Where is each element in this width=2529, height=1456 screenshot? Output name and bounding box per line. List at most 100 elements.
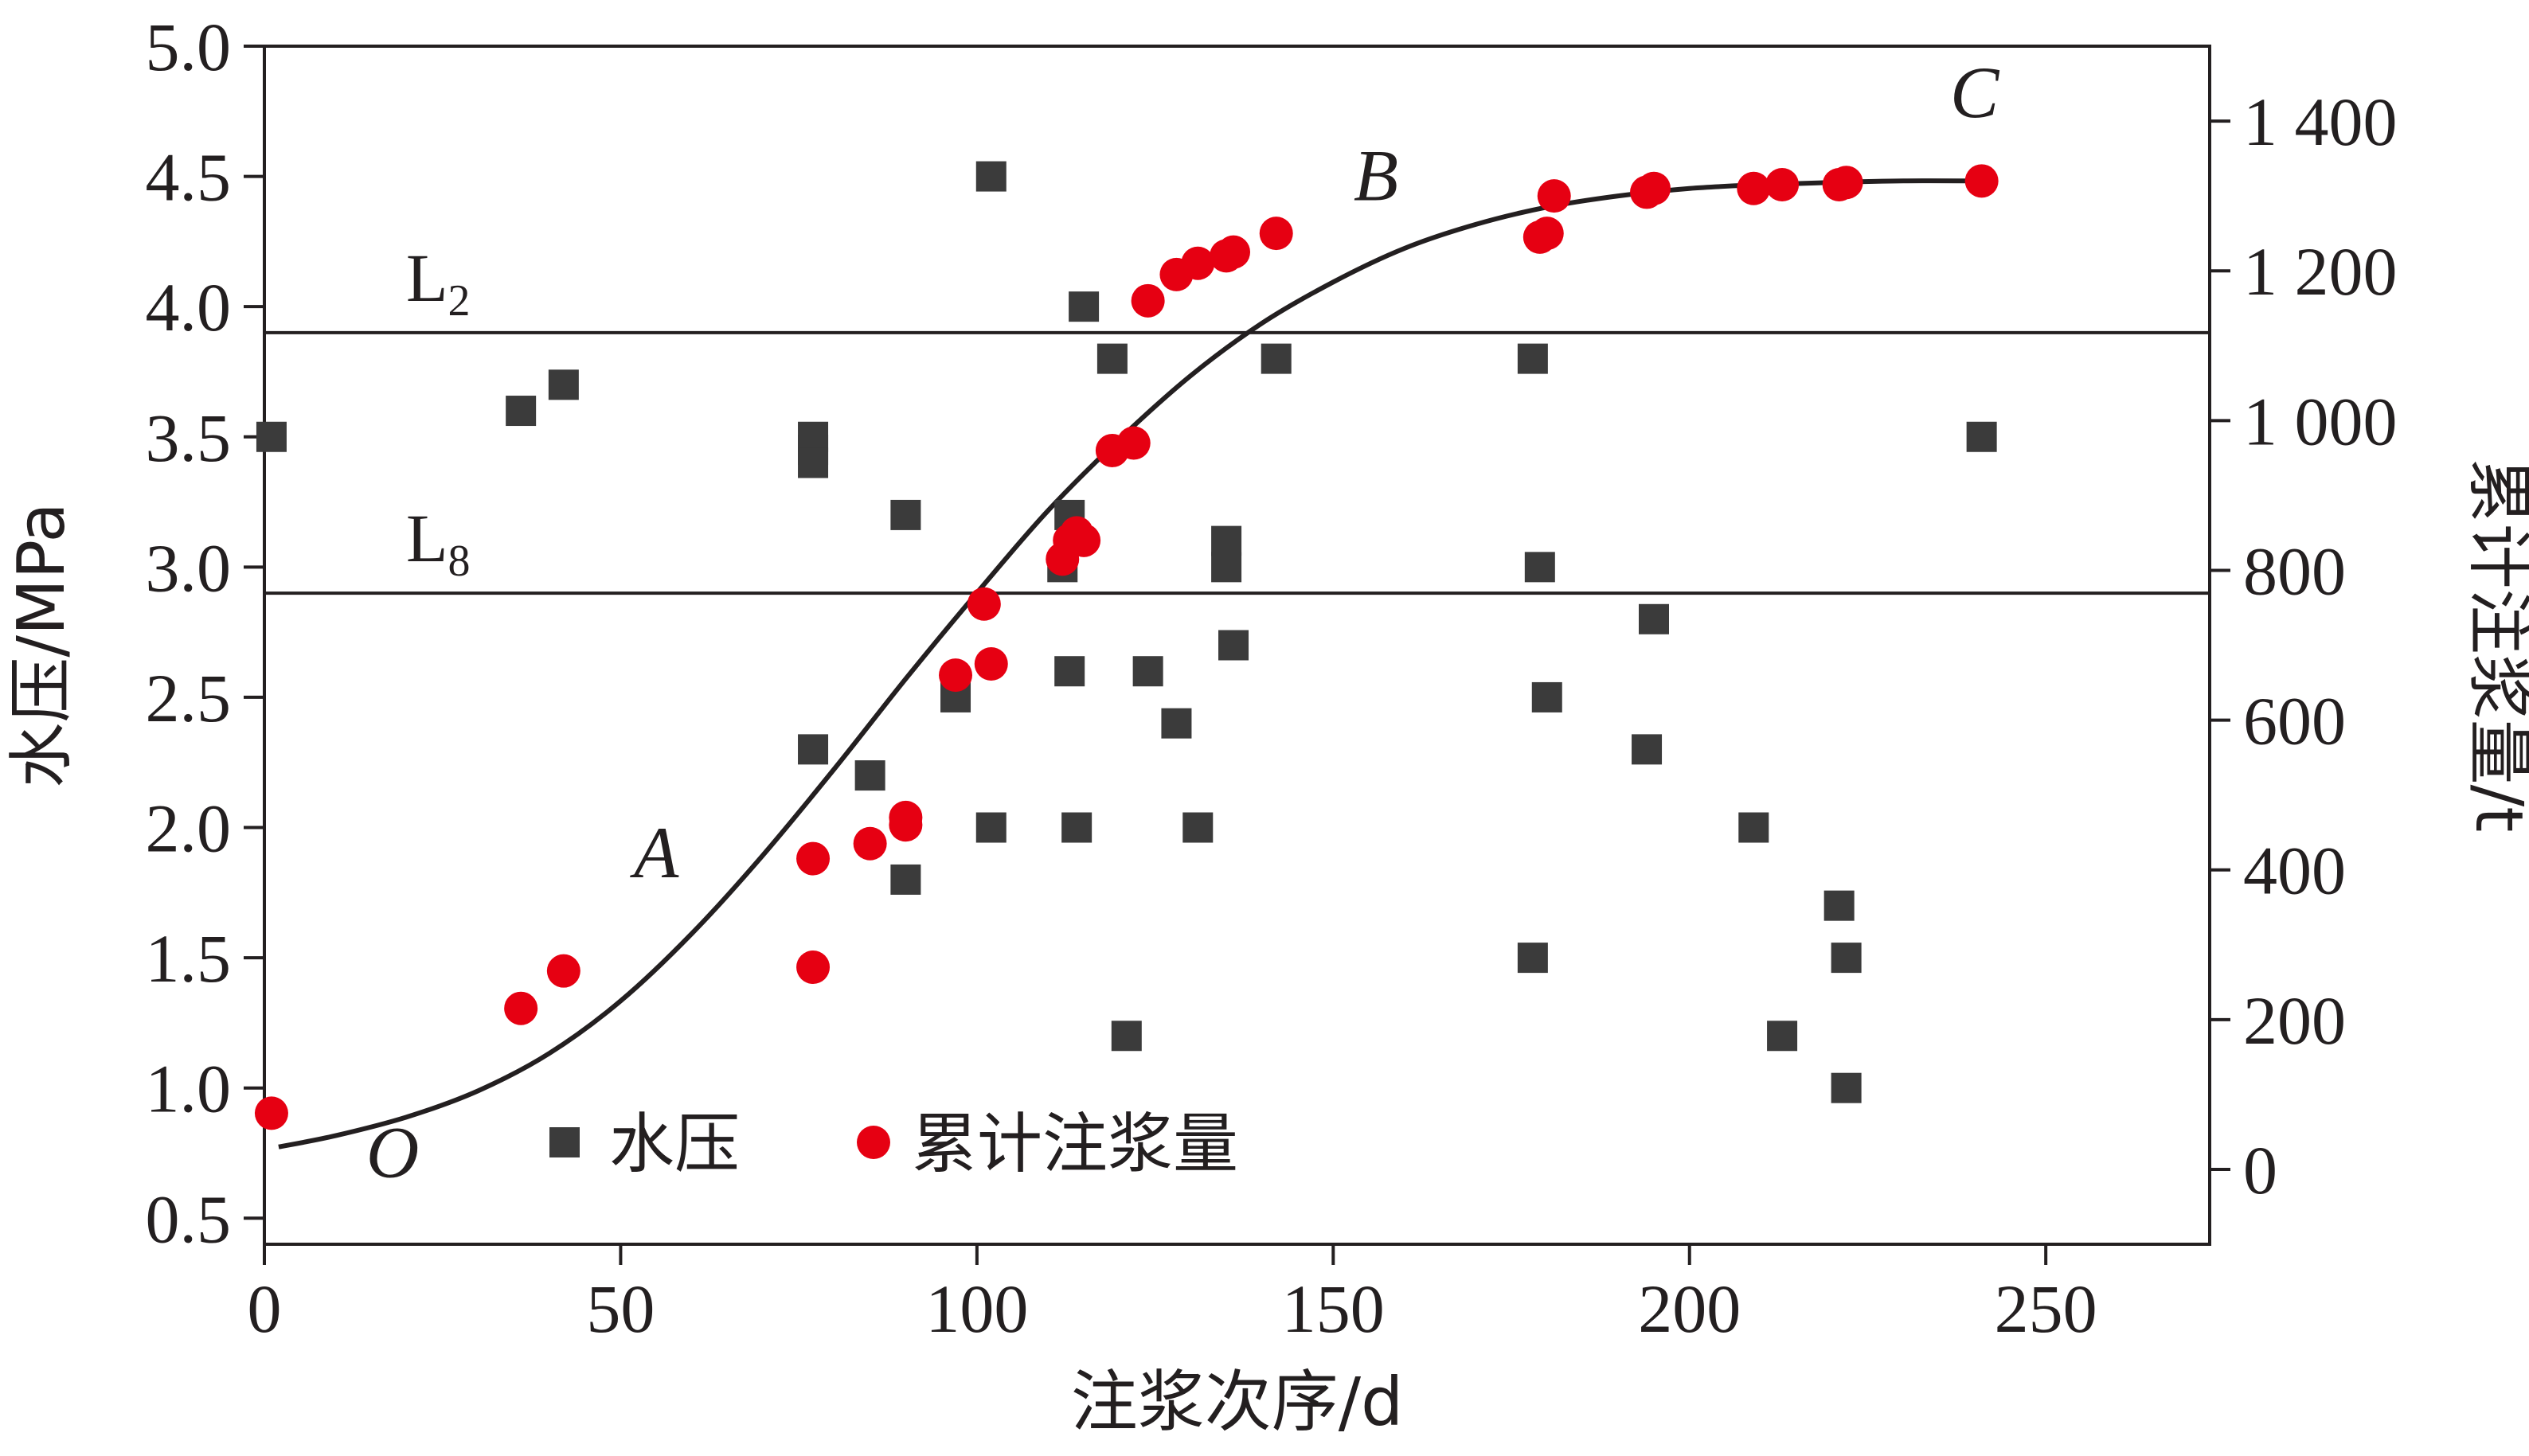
water-pressure-point (506, 396, 537, 427)
water-pressure-point (1211, 552, 1242, 583)
grouting-point (974, 647, 1008, 681)
left-y-tick-label: 4.0 (146, 269, 232, 345)
water-pressure-series (256, 161, 1997, 1103)
water-pressure-point (1132, 656, 1163, 687)
legend-marker-water-pressure (549, 1127, 580, 1157)
fit-curve-group (278, 178, 1975, 1150)
x-tick-label: 0 (248, 1271, 282, 1347)
grouting-point (796, 841, 831, 876)
grouting-point (546, 954, 580, 988)
water-pressure-point (1632, 734, 1663, 765)
grouting-point (1181, 246, 1215, 280)
water-pressure-point (1831, 943, 1862, 974)
water-pressure-point (256, 421, 287, 452)
left-y-tick-label: 1.0 (146, 1051, 232, 1127)
right-y-tick-label: 1 200 (2243, 233, 2398, 310)
left-y-tick-label: 2.5 (146, 660, 232, 736)
axes (263, 45, 2211, 1246)
grouting-point (1829, 166, 1863, 200)
legend-marker-grouting (857, 1126, 890, 1159)
reference-line-label: L2 (406, 240, 471, 326)
curve-annotation: C (1950, 52, 2000, 133)
grouting-point (1964, 164, 1999, 198)
curve-annotation: B (1354, 135, 1398, 217)
x-tick-label: 250 (1995, 1271, 2097, 1347)
left-y-tick-label: 5.0 (146, 9, 232, 85)
right-y-tick-label: 200 (2243, 982, 2346, 1059)
grouting-point (1530, 217, 1564, 251)
x-tick-label: 100 (925, 1271, 1028, 1347)
water-pressure-point (1069, 291, 1100, 322)
plot-frame (263, 45, 2211, 1246)
water-pressure-point (1531, 681, 1562, 712)
x-tick-label: 200 (1638, 1271, 1741, 1347)
curve-annotations: O A B C (366, 52, 2000, 1193)
water-pressure-point (548, 369, 579, 400)
x-axis-ticks: 0 50 100 150 200 250 (248, 1244, 2097, 1347)
grouting-point (967, 587, 1001, 621)
grouting-point (1131, 283, 1165, 318)
legend-label-water-pressure: 水压 (609, 1107, 740, 1182)
water-pressure-point (1211, 525, 1242, 556)
grouting-point (1765, 168, 1800, 202)
right-y-axis-title: 累计注浆量/t (2461, 459, 2529, 833)
left-y-tick-label: 4.5 (146, 139, 232, 216)
water-pressure-point (1767, 1021, 1798, 1052)
grouting-point (796, 950, 831, 984)
left-y-tick-label: 1.5 (146, 920, 232, 997)
water-pressure-point (1182, 812, 1214, 843)
water-pressure-point (1966, 421, 1997, 452)
x-tick-label: 50 (586, 1271, 655, 1347)
grouting-point (1537, 179, 1571, 213)
water-pressure-point (1261, 343, 1292, 374)
right-y-tick-label: 1 000 (2243, 383, 2398, 459)
water-pressure-point (890, 864, 921, 895)
left-y-tick-label: 3.5 (146, 400, 232, 476)
grouting-point (1637, 171, 1671, 205)
grouting-point (254, 1096, 288, 1130)
water-pressure-point (1831, 1072, 1862, 1103)
right-y-tick-label: 800 (2243, 533, 2346, 609)
water-pressure-point (1738, 812, 1769, 843)
curve-annotation: O (366, 1111, 419, 1193)
grouting-point (1259, 217, 1293, 251)
water-pressure-point (975, 161, 1007, 192)
grouting-point (1067, 523, 1101, 557)
reference-line-label: L8 (406, 500, 471, 586)
water-pressure-point (798, 447, 829, 478)
left-y-axis-title: 水压/MPa (4, 502, 80, 787)
legend: 水压 累计注浆量 (549, 1107, 1238, 1182)
right-y-axis-ticks: 0 200 400 600 800 1 000 1 200 1 400 (2210, 84, 2398, 1208)
water-pressure-point (1061, 812, 1093, 843)
grouting-point (504, 991, 538, 1025)
water-pressure-point (1111, 1021, 1142, 1052)
grouting-point (1217, 235, 1251, 269)
x-axis-title: 注浆次序/d (1071, 1363, 1404, 1441)
right-y-tick-label: 0 (2243, 1132, 2277, 1208)
left-y-tick-label: 0.5 (146, 1181, 232, 1257)
x-tick-label: 150 (1282, 1271, 1385, 1347)
water-pressure-point (1096, 343, 1128, 374)
water-pressure-point (1517, 343, 1548, 374)
grouting-point (889, 800, 923, 834)
left-y-tick-label: 2.0 (146, 790, 232, 867)
curve-annotation: A (629, 812, 679, 893)
right-y-tick-label: 600 (2243, 683, 2346, 759)
legend-label-grouting: 累计注浆量 (912, 1107, 1238, 1182)
water-pressure-point (1161, 708, 1192, 739)
water-pressure-point (1218, 630, 1249, 661)
grouting-point (853, 826, 887, 861)
right-y-tick-label: 400 (2243, 833, 2346, 909)
grouting-point (1116, 426, 1151, 460)
water-pressure-point (798, 734, 829, 765)
water-pressure-point (1639, 603, 1669, 634)
grouting-point (939, 658, 973, 693)
grouting-point (1737, 171, 1771, 205)
fit-curve (278, 178, 1975, 1150)
grouting-series (254, 164, 1999, 1130)
water-pressure-point (1517, 943, 1548, 974)
left-y-tick-label: 3.0 (146, 529, 232, 606)
water-pressure-point (854, 760, 885, 791)
left-y-axis-ticks: 0.5 1.0 1.5 2.0 2.5 3.0 3.5 4.0 4.5 5.0 (146, 9, 264, 1257)
